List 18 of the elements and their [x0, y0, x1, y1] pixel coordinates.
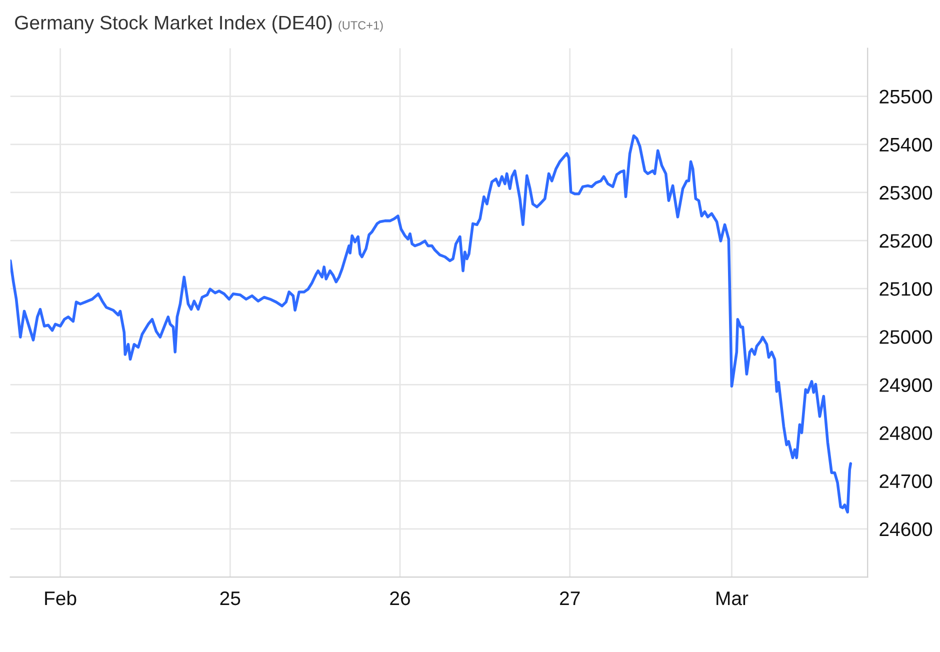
y-tick-label: 25100 — [880, 282, 932, 296]
x-tick-label: 27 — [560, 591, 580, 605]
x-tick-label: 26 — [390, 591, 410, 606]
y-tick-label: 24900 — [880, 378, 932, 392]
y-tick-label: 25000 — [880, 330, 932, 344]
y-tick-label: 24800 — [880, 426, 932, 440]
y-tick-label: 25200 — [880, 234, 932, 248]
y-tick-label: 24700 — [880, 474, 932, 488]
y-tick-label: 25400 — [880, 138, 932, 152]
x-tick-label: 25 — [220, 591, 240, 606]
x-tick-label: Mar — [716, 592, 748, 606]
y-tick-label: 25300 — [880, 186, 932, 200]
line-series — [10, 134, 852, 514]
x-tick-label: Feb — [45, 590, 76, 606]
chart-subtitle: (UTC+1) — [338, 20, 383, 32]
chart-title: Germany Stock Market Index (DE40) — [15, 15, 332, 34]
y-tick-label: 25500 — [880, 90, 932, 104]
y-tick-label: 24600 — [880, 522, 932, 536]
